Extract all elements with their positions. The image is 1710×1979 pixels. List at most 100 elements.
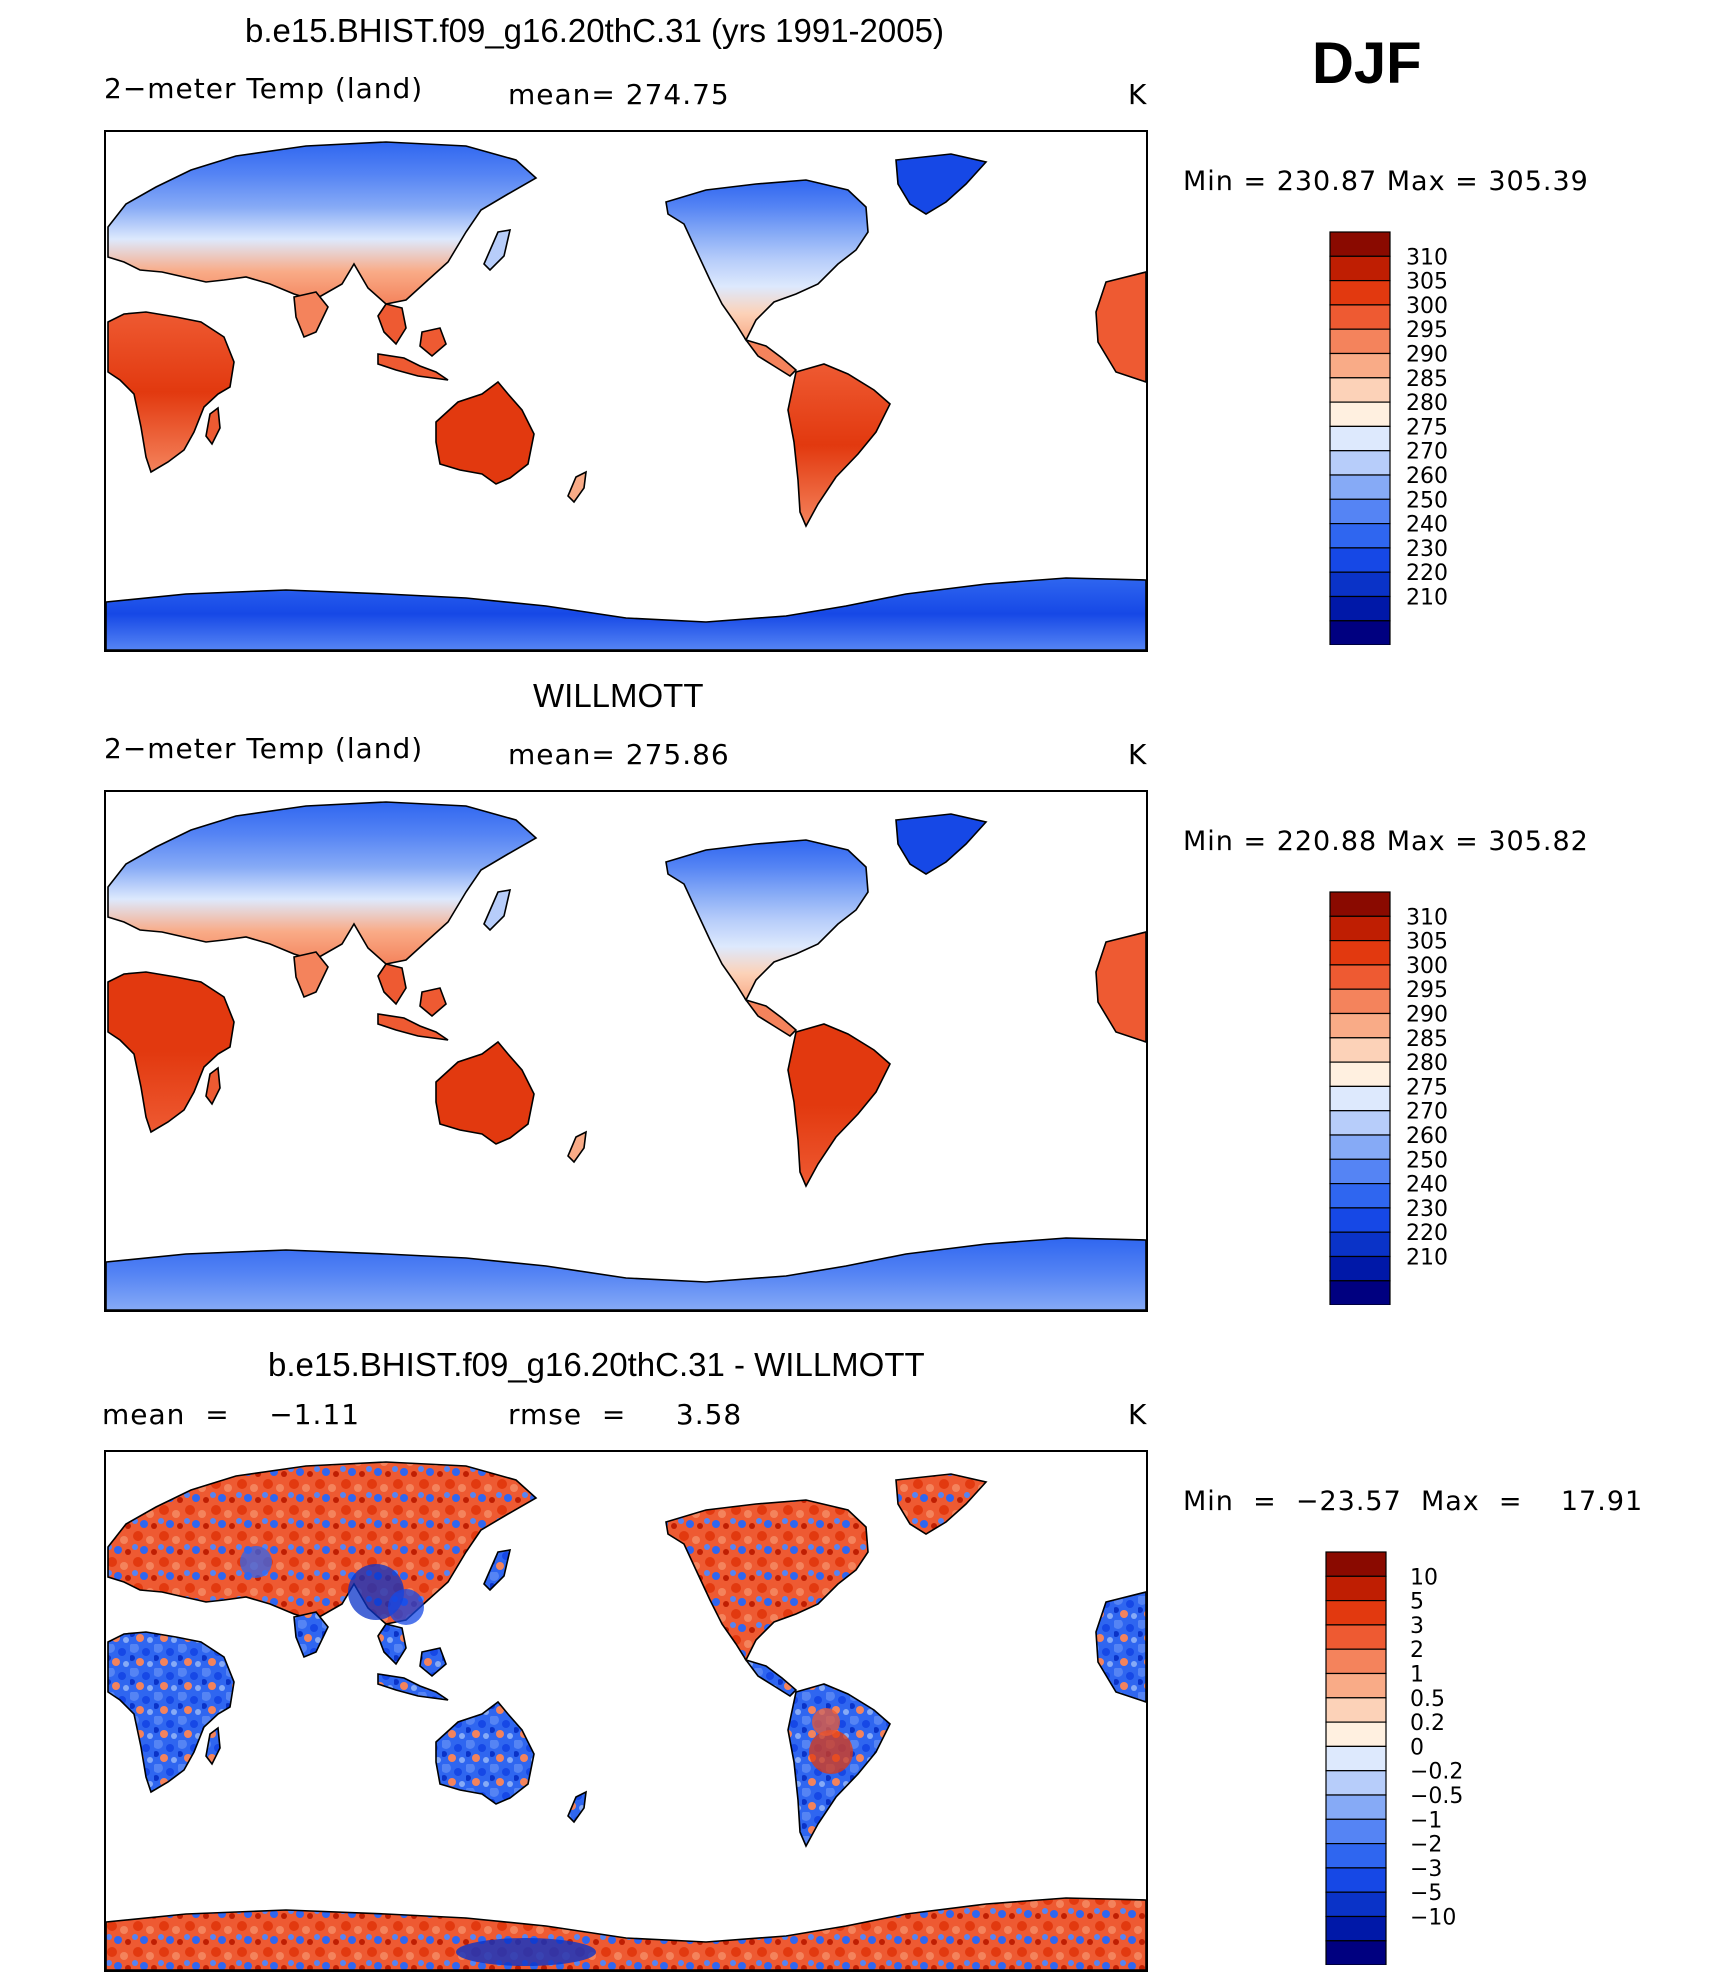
land-india: [293, 1611, 329, 1659]
panel1-mean-label: mean= 274.75: [508, 78, 730, 111]
colorbar-tick-label: 280: [1406, 391, 1448, 416]
colorbar-box: [1329, 595, 1391, 622]
colorbar-box: [1329, 1012, 1391, 1039]
land-madagascar: [205, 1726, 221, 1766]
land-australia: [435, 1700, 535, 1805]
colorbar-box: [1325, 1867, 1387, 1893]
colorbar-box: [1325, 1721, 1387, 1748]
land-camerica: [743, 338, 798, 378]
anomaly-blob: [809, 1730, 853, 1774]
colorbar-box: [1325, 1648, 1387, 1675]
colorbar-box: [1329, 425, 1391, 452]
colorbar-box: [1325, 1891, 1387, 1918]
colorbar-tick-label: 220: [1406, 561, 1448, 586]
land-wafrica-right: [1095, 271, 1146, 383]
colorbar-tick-label: 305: [1406, 270, 1448, 295]
panel2-min-max: Min = 220.88 Max = 305.82: [1183, 826, 1589, 857]
land-camerica: [743, 998, 798, 1038]
land-indonesia: [377, 353, 449, 381]
land-borneo: [419, 327, 447, 358]
colorbar-tick-label: 260: [1406, 464, 1448, 489]
panel3-title: b.e15.BHIST.f09_g16.20thC.31 - WILLMOTT: [268, 1346, 925, 1383]
colorbar-tick-label: 275: [1406, 415, 1448, 440]
land-seasia: [377, 1623, 407, 1666]
panel1-map-svg: [106, 132, 1146, 650]
colorbar-tick-label: 310: [1406, 905, 1448, 930]
colorbar-tick-label: −0.5: [1410, 1784, 1463, 1809]
panel3-units: K: [1128, 1398, 1148, 1431]
colorbar-tick-label: 220: [1406, 1221, 1448, 1246]
colorbar-box: [1325, 1915, 1387, 1942]
colorbar-tick-label: 230: [1406, 537, 1448, 562]
land-antarctica: [106, 577, 1146, 650]
land-australia: [435, 380, 535, 485]
colorbar-tick-label: 295: [1406, 318, 1448, 343]
colorbar-box: [1329, 1158, 1391, 1185]
colorbar-box: [1325, 1624, 1387, 1650]
colorbar-box: [1325, 1843, 1387, 1869]
colorbar-tick-label: 210: [1406, 1246, 1448, 1271]
colorbar-box: [1329, 279, 1391, 306]
colorbar-box: [1329, 988, 1391, 1015]
colorbar-tick-label: −0.2: [1410, 1760, 1463, 1785]
panel3-rmse-label: rmse = 3.58: [508, 1398, 743, 1431]
land-namerica: [665, 179, 869, 342]
colorbar-box: [1329, 1110, 1391, 1136]
panel2-map: [104, 790, 1148, 1312]
land-wafrica-right: [1095, 1591, 1146, 1703]
panel1-units: K: [1128, 78, 1148, 111]
colorbar-box: [1329, 304, 1391, 330]
land-samerica: [787, 363, 891, 528]
anomaly-blob: [456, 1938, 596, 1966]
land-wafrica-right: [1095, 931, 1146, 1043]
colorbar-tick-label: −5: [1410, 1881, 1442, 1906]
land-japan: [483, 889, 512, 932]
colorbar-box: [1325, 1818, 1387, 1845]
colorbar-tick-label: 2: [1410, 1638, 1424, 1663]
land-india: [293, 291, 329, 339]
land-indonesia: [377, 1013, 449, 1041]
colorbar-tick-label: 240: [1406, 1173, 1448, 1198]
colorbar-box: [1329, 1207, 1391, 1233]
colorbar-tick-label: 230: [1406, 1197, 1448, 1222]
anomaly-blob: [812, 1708, 840, 1736]
colorbar-box: [1329, 498, 1391, 525]
land-greenland: [895, 153, 988, 215]
colorbar-box: [1329, 1255, 1391, 1282]
anomaly-blob: [388, 1589, 424, 1625]
colorbar-box: [1325, 1745, 1387, 1772]
colorbar-box: [1329, 547, 1391, 573]
panel3-map: [104, 1450, 1148, 1972]
colorbar-tick-label: 270: [1406, 1100, 1448, 1125]
colorbar-box: [1329, 620, 1391, 645]
colorbar-box: [1329, 1280, 1391, 1305]
colorbar-box: [1329, 255, 1391, 282]
colorbar-tick-label: 210: [1406, 586, 1448, 611]
land-seasia: [377, 963, 407, 1006]
land-namerica: [665, 839, 869, 1002]
panel2-variable-label: 2−meter Temp (land): [104, 732, 424, 765]
land-africa: [107, 1631, 235, 1794]
anomaly-blob: [240, 1546, 272, 1578]
colorbar-box: [1329, 377, 1391, 403]
colorbar-box: [1329, 401, 1391, 428]
land-antarctica: [106, 1237, 1146, 1310]
land-indonesia: [377, 1673, 449, 1701]
land-eurasia: [107, 801, 538, 965]
colorbar-box: [1329, 1183, 1391, 1209]
colorbar-tick-label: 0.2: [1410, 1711, 1445, 1736]
land-japan: [483, 1549, 512, 1592]
panel3-mean-label: mean = −1.11: [102, 1398, 361, 1431]
colorbar-tick-label: 3: [1410, 1614, 1424, 1639]
land-borneo: [419, 987, 447, 1018]
colorbar-tick-label: 0.5: [1410, 1687, 1445, 1712]
colorbar-box: [1329, 523, 1391, 549]
colorbar-box: [1325, 1770, 1387, 1796]
colorbar-tick-label: 240: [1406, 513, 1448, 538]
season-label: DJF: [1312, 31, 1422, 96]
colorbar-tick-label: 270: [1406, 440, 1448, 465]
panel2-units: K: [1128, 738, 1148, 771]
panel2-title: WILLMOTT: [533, 677, 704, 714]
land-nz: [567, 470, 587, 504]
